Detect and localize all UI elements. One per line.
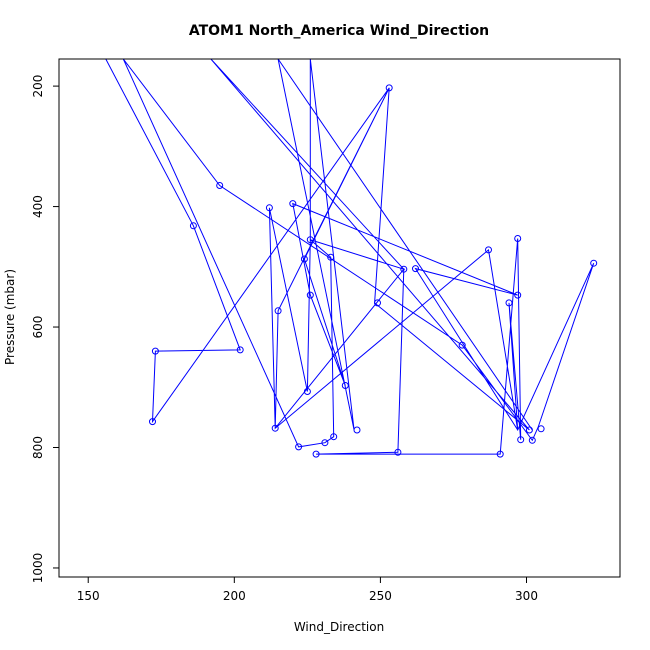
data-point [216, 182, 224, 189]
data-point [458, 341, 466, 349]
data-point [514, 291, 522, 299]
data-point [400, 265, 408, 273]
data-point [514, 235, 522, 242]
data-point [525, 426, 533, 434]
data-point [330, 433, 338, 441]
x-tick-label: 300 [515, 589, 538, 603]
y-tick-label: 400 [31, 195, 45, 218]
data-point [303, 388, 311, 395]
y-axis-label: Pressure (mbar) [3, 269, 17, 365]
data-point [394, 448, 402, 456]
data-point [327, 253, 335, 261]
data-point [289, 200, 297, 208]
x-axis-label: Wind_Direction [294, 620, 384, 634]
data-point [306, 236, 314, 244]
data-point [306, 291, 314, 299]
series-line [105, 59, 595, 455]
chart-title: ATOM1 North_America Wind_Direction [189, 23, 489, 39]
data-point [236, 346, 244, 354]
x-tick-label: 150 [77, 589, 100, 603]
data-point [485, 246, 492, 254]
data-point [341, 382, 349, 389]
y-axis: 200 400 600 800 1000 [31, 75, 59, 584]
data-point [151, 347, 159, 355]
data-point [274, 307, 282, 315]
data-point [385, 84, 393, 92]
y-tick-label: 800 [31, 436, 45, 459]
data-point [374, 299, 381, 307]
data-point [528, 436, 536, 444]
y-tick-label: 200 [31, 75, 45, 98]
data-point [312, 450, 320, 458]
plot-area [105, 59, 598, 458]
data-point [412, 265, 419, 273]
data-point [496, 450, 504, 458]
data-point [353, 426, 361, 434]
data-point [189, 222, 197, 230]
data-point [590, 259, 598, 267]
x-tick-label: 200 [223, 589, 246, 603]
data-point [537, 425, 545, 433]
y-tick-label: 600 [31, 316, 45, 339]
data-point [295, 443, 303, 451]
data-point [149, 418, 156, 426]
y-tick-label: 1000 [31, 553, 45, 584]
data-point [271, 424, 279, 432]
x-tick-label: 250 [369, 589, 392, 603]
plot-frame [58, 58, 621, 578]
data-point [321, 439, 329, 447]
data-point [265, 204, 273, 212]
data-point [517, 436, 525, 444]
data-point [300, 255, 308, 263]
x-axis: 150 200 250 300 [77, 577, 538, 603]
data-point [505, 299, 513, 307]
